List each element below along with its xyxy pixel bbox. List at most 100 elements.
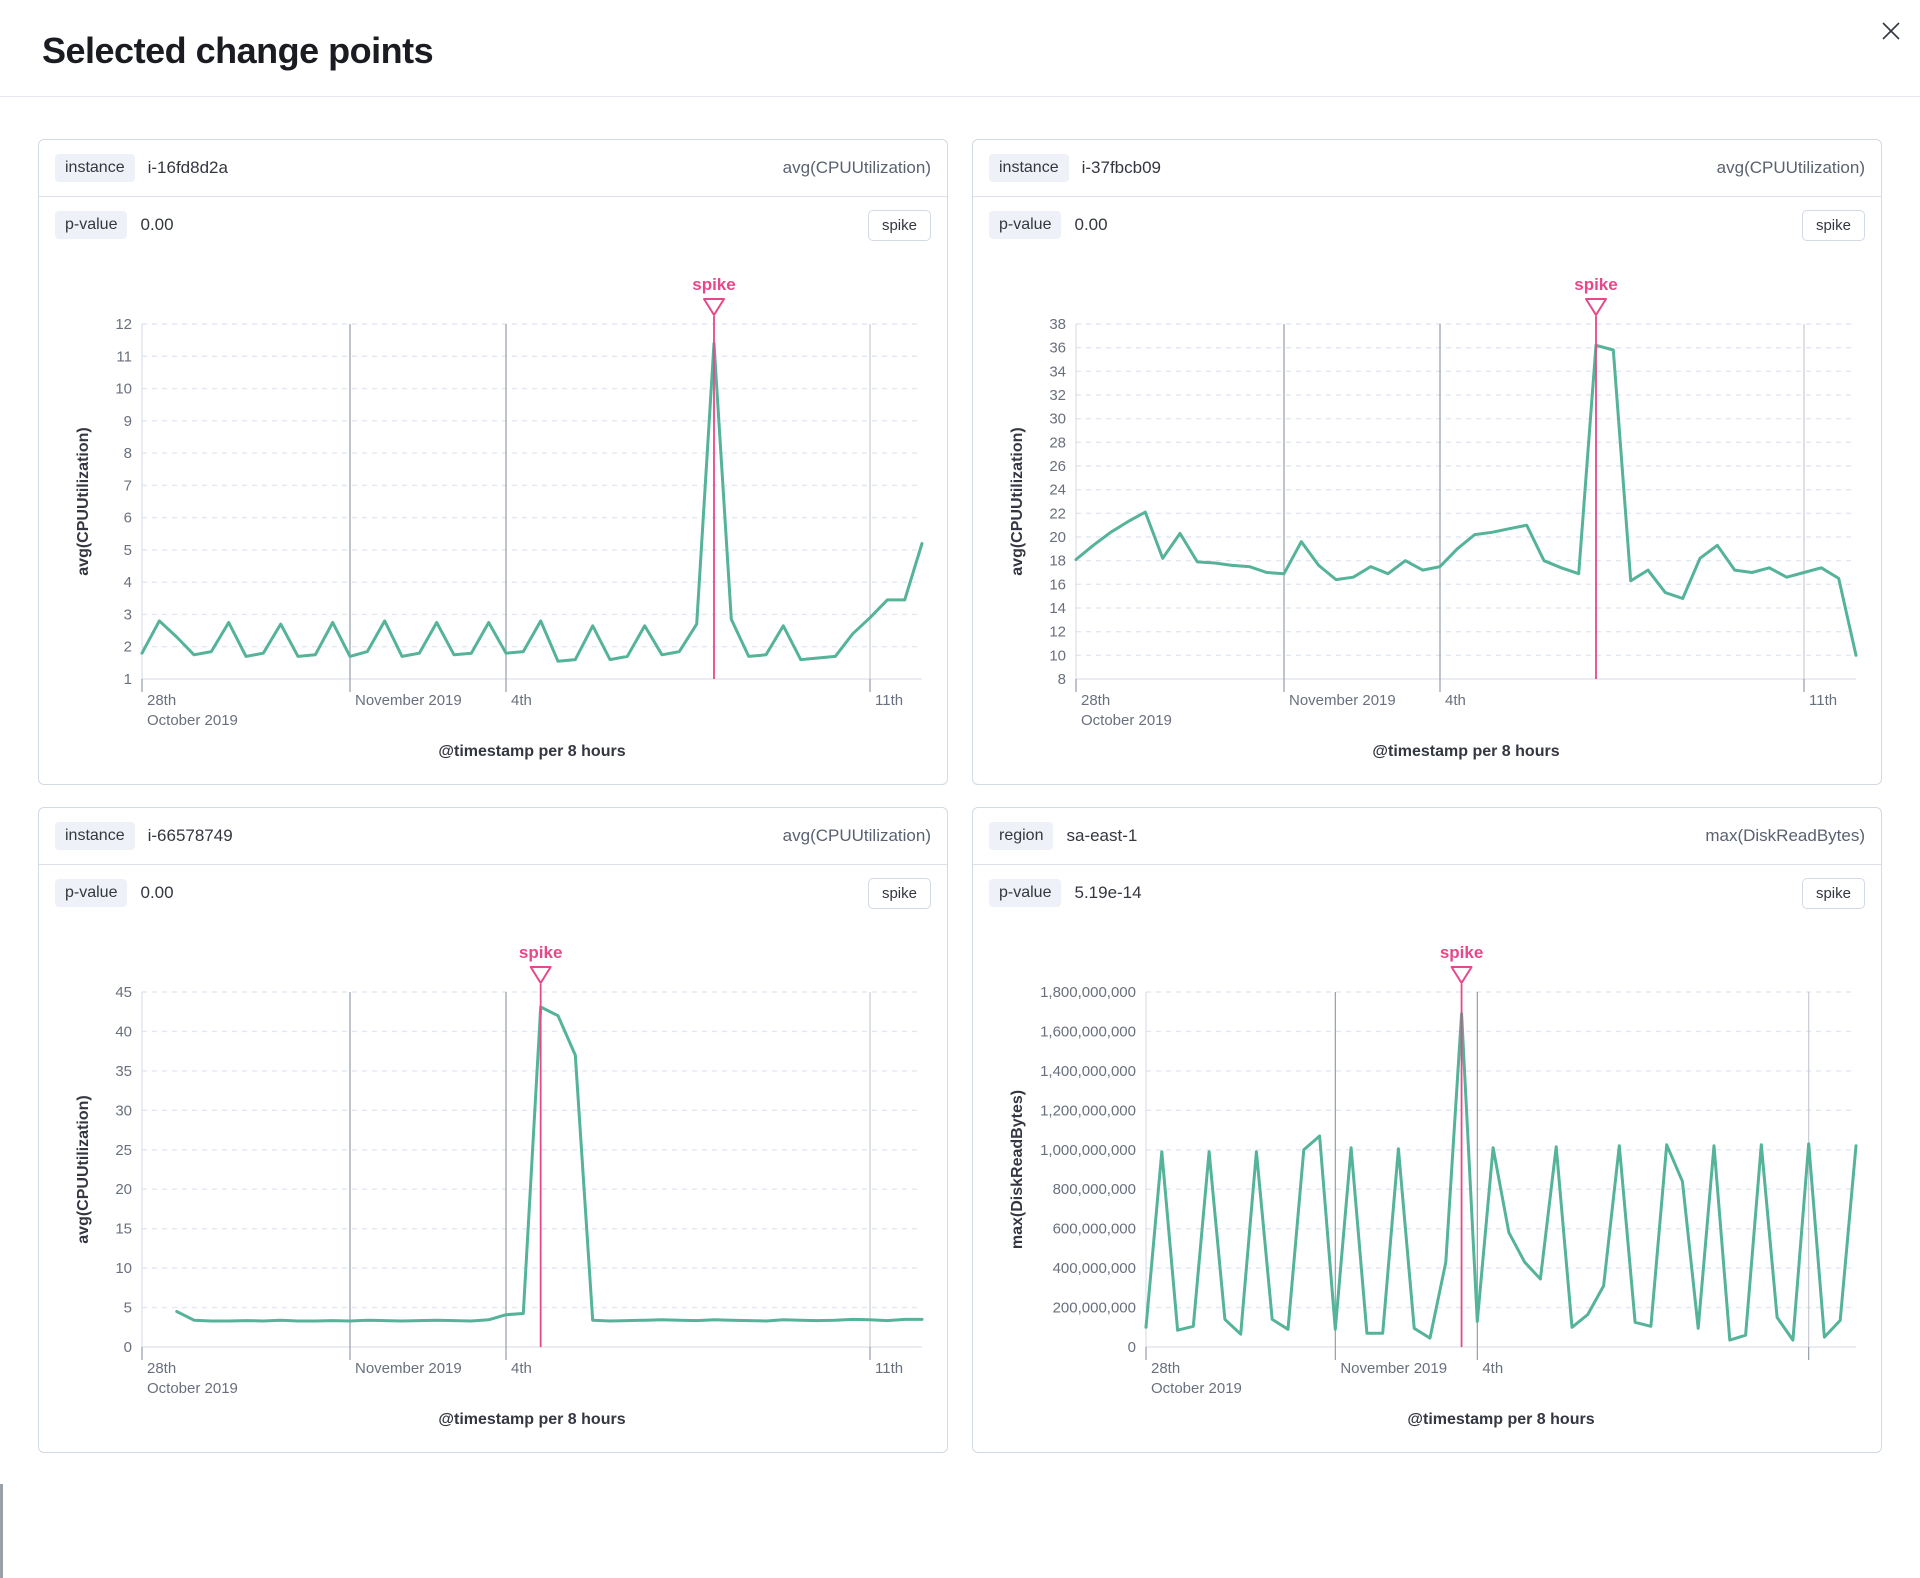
split-field-badge: instance (55, 153, 135, 183)
svg-text:4th: 4th (1445, 692, 1466, 709)
split-field-value: i-16fd8d2a (147, 157, 228, 177)
svg-text:spike: spike (519, 943, 562, 962)
change-point-panel: region sa-east-1 max(DiskReadBytes) p-va… (972, 807, 1882, 1453)
panel-subheader-row: p-value 0.00 spike (39, 197, 947, 253)
svg-text:1,400,000,000: 1,400,000,000 (1040, 1063, 1136, 1080)
svg-text:12: 12 (1049, 624, 1066, 641)
p-value-badge: p-value (55, 878, 128, 908)
svg-text:36: 36 (1049, 340, 1066, 357)
change-point-grid: instance i-16fd8d2a avg(CPUUtilization) … (0, 97, 1920, 1473)
change-point-chart[interactable]: 0 5 10 15 20 25 30 35 40 45 28th October 2019 Novemb… (54, 927, 932, 1442)
close-icon (1882, 22, 1900, 40)
svg-text:avg(CPUUtilization): avg(CPUUtilization) (75, 427, 92, 575)
split-field-badge: instance (55, 821, 135, 851)
svg-text:2: 2 (124, 639, 132, 656)
svg-text:1,800,000,000: 1,800,000,000 (1040, 984, 1136, 1001)
svg-text:7: 7 (124, 477, 132, 494)
svg-text:28th: 28th (1081, 692, 1110, 709)
svg-text:@timestamp per 8 hours: @timestamp per 8 hours (438, 743, 625, 760)
svg-text:28: 28 (1049, 434, 1066, 451)
p-value: 0.00 (140, 882, 174, 902)
svg-text:3: 3 (124, 606, 132, 623)
svg-text:12: 12 (115, 316, 132, 333)
svg-text:40: 40 (115, 1023, 132, 1040)
p-value: 5.19e-14 (1074, 882, 1142, 902)
svg-text:8: 8 (1058, 671, 1066, 688)
svg-text:11th: 11th (1809, 692, 1837, 709)
split-field-value: i-37fbcb09 (1081, 157, 1161, 177)
change-point-chart[interactable]: 8 10 12 14 16 18 20 22 24 26 28 30 32 34 36 38 28th Octob… (988, 259, 1866, 774)
svg-text:avg(CPUUtilization): avg(CPUUtilization) (75, 1095, 92, 1243)
svg-text:800,000,000: 800,000,000 (1053, 1181, 1136, 1198)
modal-header: Selected change points (0, 0, 1920, 97)
svg-text:30: 30 (1049, 411, 1066, 428)
svg-text:max(DiskReadBytes): max(DiskReadBytes) (1009, 1090, 1026, 1249)
svg-text:November 2019: November 2019 (1340, 1360, 1447, 1377)
p-value-badge: p-value (989, 878, 1062, 908)
split-field-pair: region sa-east-1 (989, 821, 1138, 851)
svg-text:October 2019: October 2019 (147, 712, 238, 729)
svg-text:28th: 28th (147, 1360, 176, 1377)
p-value-badge: p-value (55, 210, 128, 240)
svg-text:26: 26 (1049, 458, 1066, 475)
close-button[interactable] (1876, 16, 1906, 46)
svg-text:4th: 4th (1482, 1360, 1503, 1377)
svg-text:6: 6 (124, 510, 132, 527)
change-point-type-badge[interactable]: spike (1801, 877, 1865, 909)
svg-text:20: 20 (115, 1181, 132, 1198)
change-point-panel: instance i-37fbcb09 avg(CPUUtilization) … (972, 139, 1882, 785)
svg-text:28th: 28th (1151, 1360, 1180, 1377)
svg-text:October 2019: October 2019 (1081, 712, 1172, 729)
svg-text:18: 18 (1049, 553, 1066, 570)
svg-text:@timestamp per 8 hours: @timestamp per 8 hours (438, 1411, 625, 1428)
p-value-badge: p-value (989, 210, 1062, 240)
change-point-type-badge[interactable]: spike (1801, 209, 1865, 241)
page-left-edge (0, 1484, 3, 1578)
change-point-type-badge[interactable]: spike (867, 877, 931, 909)
split-field-badge: region (989, 821, 1054, 851)
svg-text:30: 30 (115, 1102, 132, 1119)
svg-text:35: 35 (115, 1063, 132, 1080)
metric-function-label: avg(CPUUtilization) (1716, 158, 1865, 177)
svg-text:11th: 11th (875, 1360, 903, 1377)
svg-text:24: 24 (1049, 482, 1066, 499)
svg-text:600,000,000: 600,000,000 (1053, 1221, 1136, 1238)
svg-text:16: 16 (1049, 576, 1066, 593)
svg-text:1,200,000,000: 1,200,000,000 (1040, 1102, 1136, 1119)
panel-header-row: region sa-east-1 max(DiskReadBytes) (973, 808, 1881, 865)
svg-text:45: 45 (115, 984, 132, 1001)
svg-text:15: 15 (115, 1221, 132, 1238)
svg-text:spike: spike (1574, 275, 1617, 294)
split-field-pair: instance i-66578749 (55, 821, 233, 851)
svg-text:10: 10 (115, 381, 132, 398)
svg-text:November 2019: November 2019 (355, 692, 462, 709)
svg-text:38: 38 (1049, 316, 1066, 333)
svg-text:1,000,000,000: 1,000,000,000 (1040, 1142, 1136, 1159)
svg-text:28th: 28th (147, 692, 176, 709)
metric-function-label: max(DiskReadBytes) (1705, 826, 1865, 845)
svg-text:8: 8 (124, 445, 132, 462)
split-field-pair: instance i-37fbcb09 (989, 153, 1161, 183)
svg-text:November 2019: November 2019 (1289, 692, 1396, 709)
svg-text:4th: 4th (511, 1360, 532, 1377)
p-value: 0.00 (140, 214, 174, 234)
svg-text:@timestamp per 8 hours: @timestamp per 8 hours (1372, 743, 1559, 760)
change-point-chart[interactable]: 0 200,000,000 400,000,000 600,000,000 800,00… (988, 927, 1866, 1442)
split-field-pair: instance i-16fd8d2a (55, 153, 228, 183)
metric-function-label: avg(CPUUtilization) (782, 158, 931, 177)
svg-text:October 2019: October 2019 (1151, 1380, 1242, 1397)
p-value-pair: p-value 0.00 (55, 210, 174, 240)
svg-text:22: 22 (1049, 505, 1066, 522)
svg-text:9: 9 (124, 413, 132, 430)
change-point-type-badge[interactable]: spike (867, 209, 931, 241)
p-value-pair: p-value 5.19e-14 (989, 878, 1142, 908)
p-value-pair: p-value 0.00 (55, 878, 174, 908)
split-field-value: sa-east-1 (1066, 825, 1138, 845)
panel-subheader-row: p-value 0.00 spike (39, 865, 947, 921)
split-field-badge: instance (989, 153, 1069, 183)
svg-text:34: 34 (1049, 363, 1066, 380)
panel-subheader-row: p-value 0.00 spike (973, 197, 1881, 253)
split-field-value: i-66578749 (147, 825, 233, 845)
panel-header-row: instance i-37fbcb09 avg(CPUUtilization) (973, 140, 1881, 197)
